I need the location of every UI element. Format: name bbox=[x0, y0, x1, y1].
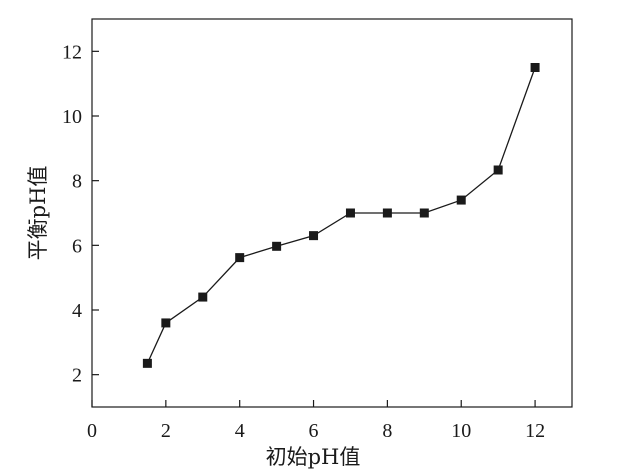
x-tick-label: 0 bbox=[87, 420, 97, 442]
y-axis-title: 平衡pH值 bbox=[26, 166, 50, 261]
data-point-marker bbox=[419, 208, 429, 218]
y-axis-tick-labels: 2 4 6 8 10 12 bbox=[62, 41, 82, 386]
y-axis-ticks bbox=[92, 50, 99, 376]
y-tick-label: 12 bbox=[62, 41, 82, 63]
y-tick-label: 6 bbox=[72, 235, 82, 257]
x-tick-label: 8 bbox=[382, 420, 392, 442]
data-point-marker bbox=[382, 208, 392, 218]
plot-frame bbox=[91, 18, 573, 408]
data-point-marker bbox=[530, 63, 540, 72]
data-point-marker bbox=[272, 241, 282, 251]
data-point-marker bbox=[493, 165, 503, 175]
data-point-marker bbox=[345, 208, 355, 218]
x-tick-label: 4 bbox=[235, 420, 245, 442]
data-point-marker bbox=[142, 358, 152, 368]
data-point-marker bbox=[456, 195, 466, 205]
y-tick-label: 10 bbox=[62, 106, 82, 128]
x-tick-label: 6 bbox=[309, 420, 319, 442]
data-point-marker bbox=[309, 231, 319, 241]
x-tick-label: 12 bbox=[525, 420, 545, 442]
y-tick-label: 2 bbox=[72, 365, 82, 387]
x-axis-tick-labels: 0 2 4 6 8 10 12 bbox=[87, 420, 545, 442]
x-tick-label: 10 bbox=[451, 420, 471, 442]
x-axis-title: 初始pH值 bbox=[266, 445, 361, 469]
series-layer bbox=[142, 63, 540, 368]
y-tick-label: 4 bbox=[72, 300, 82, 322]
series-line bbox=[146, 67, 536, 364]
data-point-marker bbox=[235, 253, 245, 263]
x-tick-label: 2 bbox=[161, 420, 171, 442]
data-point-marker bbox=[161, 318, 171, 328]
data-point-marker bbox=[198, 292, 208, 302]
x-axis-ticks bbox=[91, 400, 536, 407]
y-tick-label: 8 bbox=[72, 171, 82, 193]
